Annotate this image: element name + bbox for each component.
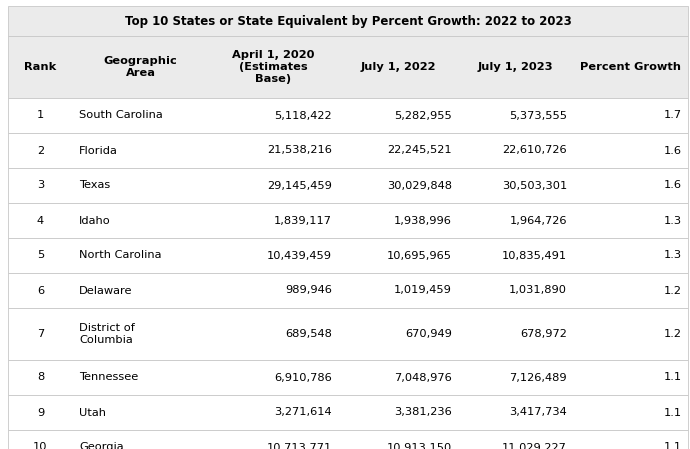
Text: 22,610,726: 22,610,726 <box>502 145 567 155</box>
Text: July 1, 2022: July 1, 2022 <box>360 62 436 72</box>
Text: 3,271,614: 3,271,614 <box>275 408 332 418</box>
Text: 29,145,459: 29,145,459 <box>267 180 332 190</box>
Text: 10,713,771: 10,713,771 <box>267 443 332 449</box>
Bar <box>8 273 688 308</box>
Text: 22,245,521: 22,245,521 <box>387 145 452 155</box>
Text: North Carolina: North Carolina <box>79 251 161 260</box>
Bar <box>8 133 688 168</box>
Text: 10: 10 <box>33 443 48 449</box>
Text: 8: 8 <box>37 373 44 383</box>
Text: 7,048,976: 7,048,976 <box>394 373 452 383</box>
Text: South Carolina: South Carolina <box>79 110 163 120</box>
Text: 6,910,786: 6,910,786 <box>274 373 332 383</box>
Text: 10,439,459: 10,439,459 <box>267 251 332 260</box>
Text: 5,282,955: 5,282,955 <box>394 110 452 120</box>
Text: 1.3: 1.3 <box>664 216 682 225</box>
Bar <box>8 308 688 360</box>
Text: 21,538,216: 21,538,216 <box>267 145 332 155</box>
Text: 1.6: 1.6 <box>664 145 682 155</box>
Text: Rank: Rank <box>24 62 57 72</box>
Text: 1,938,996: 1,938,996 <box>394 216 452 225</box>
Bar <box>8 395 688 430</box>
Text: 1.1: 1.1 <box>664 373 682 383</box>
Text: 1,964,726: 1,964,726 <box>509 216 567 225</box>
Bar <box>8 238 688 273</box>
Bar <box>8 430 688 449</box>
Text: Georgia: Georgia <box>79 443 124 449</box>
Text: 670,949: 670,949 <box>405 329 452 339</box>
Text: 9: 9 <box>37 408 44 418</box>
Text: 1,031,890: 1,031,890 <box>509 286 567 295</box>
Text: 2: 2 <box>37 145 44 155</box>
Bar <box>8 360 688 395</box>
Text: 30,029,848: 30,029,848 <box>387 180 452 190</box>
Text: 7: 7 <box>37 329 44 339</box>
Text: Idaho: Idaho <box>79 216 111 225</box>
Text: 7,126,489: 7,126,489 <box>509 373 567 383</box>
Text: 30,503,301: 30,503,301 <box>502 180 567 190</box>
Bar <box>8 203 688 238</box>
Text: 3,381,236: 3,381,236 <box>394 408 452 418</box>
Text: 1: 1 <box>37 110 44 120</box>
Text: 10,695,965: 10,695,965 <box>387 251 452 260</box>
Text: 6: 6 <box>37 286 44 295</box>
Text: 1.3: 1.3 <box>664 251 682 260</box>
Text: 10,913,150: 10,913,150 <box>387 443 452 449</box>
Text: 1.2: 1.2 <box>664 329 682 339</box>
Text: 1.1: 1.1 <box>664 443 682 449</box>
Text: 4: 4 <box>37 216 44 225</box>
Text: 5,373,555: 5,373,555 <box>509 110 567 120</box>
Text: 3,417,734: 3,417,734 <box>509 408 567 418</box>
Text: Utah: Utah <box>79 408 106 418</box>
Text: 1.2: 1.2 <box>664 286 682 295</box>
Text: April 1, 2020
(Estimates
Base): April 1, 2020 (Estimates Base) <box>232 50 314 84</box>
Text: District of
Columbia: District of Columbia <box>79 323 135 345</box>
Text: 5: 5 <box>37 251 44 260</box>
Text: Geographic
Area: Geographic Area <box>104 56 177 78</box>
Text: 989,946: 989,946 <box>285 286 332 295</box>
Text: Delaware: Delaware <box>79 286 132 295</box>
Text: 1,019,459: 1,019,459 <box>394 286 452 295</box>
Bar <box>8 168 688 203</box>
Text: 678,972: 678,972 <box>520 329 567 339</box>
Text: 1.6: 1.6 <box>664 180 682 190</box>
Text: 10,835,491: 10,835,491 <box>502 251 567 260</box>
Text: 11,029,227: 11,029,227 <box>502 443 567 449</box>
Text: Top 10 States or State Equivalent by Percent Growth: 2022 to 2023: Top 10 States or State Equivalent by Per… <box>125 14 571 27</box>
Text: Tennessee: Tennessee <box>79 373 138 383</box>
Text: 1.1: 1.1 <box>664 408 682 418</box>
Text: July 1, 2023: July 1, 2023 <box>477 62 553 72</box>
Bar <box>8 36 688 98</box>
Text: 1.7: 1.7 <box>664 110 682 120</box>
Text: 1,839,117: 1,839,117 <box>274 216 332 225</box>
Text: Texas: Texas <box>79 180 110 190</box>
Bar <box>8 98 688 133</box>
Bar <box>8 6 688 36</box>
Text: 5,118,422: 5,118,422 <box>275 110 332 120</box>
Text: Florida: Florida <box>79 145 118 155</box>
Text: 689,548: 689,548 <box>285 329 332 339</box>
Text: Percent Growth: Percent Growth <box>580 62 681 72</box>
Text: 3: 3 <box>37 180 44 190</box>
